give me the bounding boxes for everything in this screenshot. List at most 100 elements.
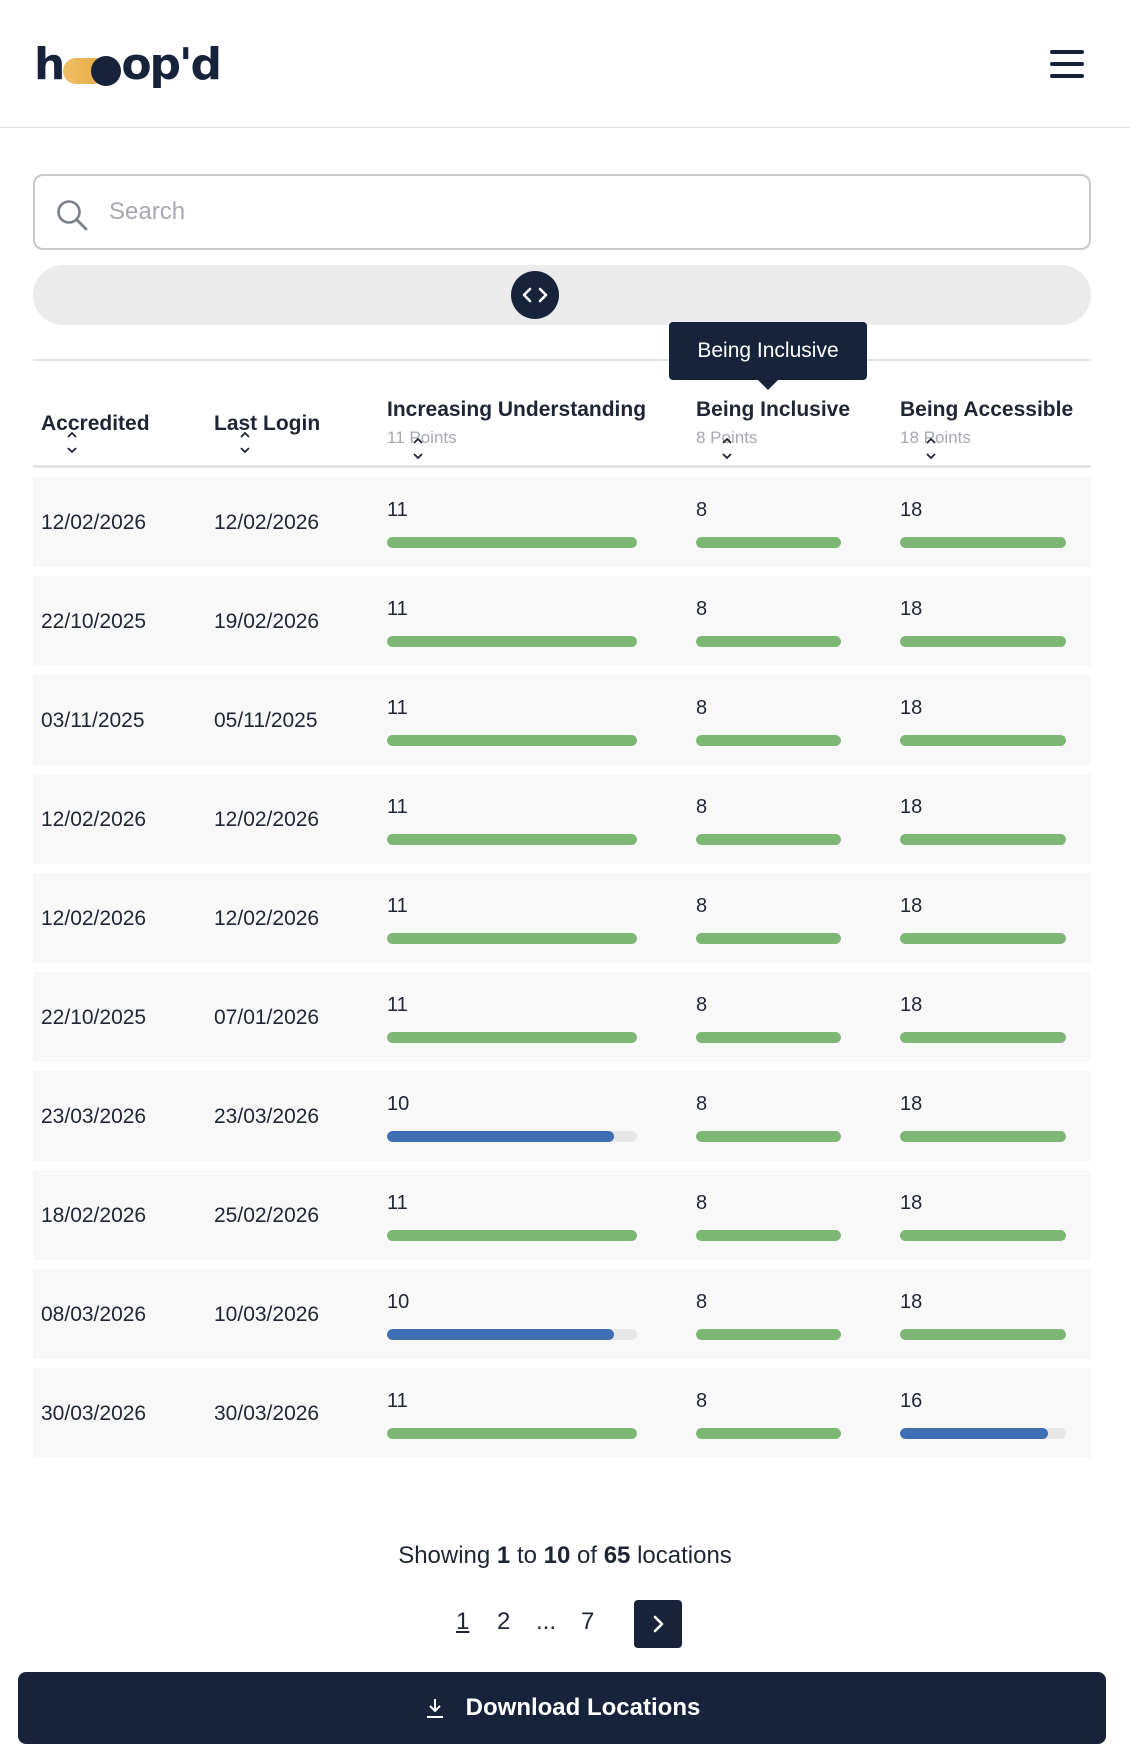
column-title: Accredited bbox=[41, 412, 150, 435]
score-progress-bar bbox=[900, 636, 1066, 647]
cell-last-login: 05/11/2025 bbox=[214, 709, 318, 732]
horizontal-scroll-track[interactable] bbox=[33, 265, 1091, 325]
cell-score-ba: 18 bbox=[900, 994, 923, 1016]
table-header: Accredited Last Login Increasing Underst… bbox=[33, 392, 1091, 468]
chevron-right-icon bbox=[653, 1615, 664, 1633]
column-title: Being Inclusive bbox=[696, 398, 851, 421]
score-progress-bar bbox=[696, 1230, 841, 1241]
cell-score-iu: 11 bbox=[387, 895, 408, 917]
download-label: Download Locations bbox=[465, 1694, 701, 1721]
pagination-summary: Showing 1 to 10 of 65 locations bbox=[0, 1542, 1130, 1570]
score-progress-fill bbox=[900, 1329, 1066, 1340]
code-arrows-icon[interactable] bbox=[511, 271, 559, 319]
score-progress-fill bbox=[387, 1230, 637, 1241]
table-row[interactable]: 12/02/2026 12/02/2026 11 8 18 bbox=[33, 873, 1091, 963]
sort-toggle-icon[interactable] bbox=[65, 432, 79, 454]
column-header-being-inclusive[interactable]: Being Inclusive 8 Points bbox=[696, 392, 856, 466]
cell-score-bi: 8 bbox=[696, 598, 708, 620]
score-progress-bar bbox=[900, 735, 1066, 746]
cell-last-login: 07/01/2026 bbox=[214, 1006, 320, 1029]
score-progress-fill bbox=[900, 933, 1066, 944]
cell-score-bi: 8 bbox=[696, 1093, 708, 1115]
table-row[interactable]: 30/03/2026 30/03/2026 11 8 16 bbox=[33, 1368, 1091, 1458]
table-row[interactable]: 23/03/2026 23/03/2026 10 8 18 bbox=[33, 1071, 1091, 1161]
table-row[interactable]: 03/11/2025 05/11/2025 11 8 18 bbox=[33, 675, 1091, 765]
cell-score-ba: 18 bbox=[900, 796, 923, 818]
score-progress-bar bbox=[387, 735, 637, 746]
cell-accredited: 18/02/2026 bbox=[41, 1204, 147, 1227]
page-link-7[interactable]: 7 bbox=[581, 1608, 595, 1635]
page-link-1[interactable]: 1 bbox=[456, 1608, 470, 1635]
score-progress-bar bbox=[696, 636, 841, 647]
score-progress-bar bbox=[387, 537, 637, 548]
column-header-last-login[interactable]: Last Login bbox=[214, 392, 374, 466]
table-row[interactable]: 22/10/2025 07/01/2026 11 8 18 bbox=[33, 972, 1091, 1062]
score-progress-fill bbox=[696, 1428, 841, 1439]
sort-toggle-icon[interactable] bbox=[411, 438, 425, 460]
column-header-increasing-understanding[interactable]: Increasing Understanding 11 Points bbox=[387, 392, 647, 466]
cell-score-bi: 8 bbox=[696, 994, 708, 1016]
cell-score-bi: 8 bbox=[696, 1291, 708, 1313]
score-progress-bar bbox=[696, 1329, 841, 1340]
score-progress-fill bbox=[900, 834, 1066, 845]
download-locations-button[interactable]: Download Locations bbox=[18, 1672, 1106, 1744]
cell-last-login: 23/03/2026 bbox=[214, 1105, 320, 1128]
score-progress-bar bbox=[900, 1230, 1066, 1241]
score-progress-bar bbox=[900, 1131, 1066, 1142]
column-header-accredited[interactable]: Accredited bbox=[41, 392, 201, 466]
cell-score-iu: 11 bbox=[387, 796, 408, 818]
score-progress-fill bbox=[387, 1428, 637, 1439]
showing-from: 1 bbox=[496, 1542, 511, 1569]
table-row[interactable]: 08/03/2026 10/03/2026 10 8 18 bbox=[33, 1269, 1091, 1359]
cell-score-ba: 18 bbox=[900, 598, 923, 620]
score-progress-fill bbox=[696, 1230, 841, 1241]
score-progress-bar bbox=[387, 1230, 637, 1241]
score-progress-fill bbox=[900, 1428, 1048, 1439]
search-input[interactable] bbox=[109, 186, 1069, 238]
table-row[interactable]: 12/02/2026 12/02/2026 11 8 18 bbox=[33, 477, 1091, 567]
cell-score-bi: 8 bbox=[696, 697, 708, 719]
table-row[interactable]: 12/02/2026 12/02/2026 11 8 18 bbox=[33, 774, 1091, 864]
table-row[interactable]: 22/10/2025 19/02/2026 11 8 18 bbox=[33, 576, 1091, 666]
cell-score-iu: 11 bbox=[387, 598, 408, 620]
hoopd-logo[interactable]: h op'd bbox=[34, 39, 222, 90]
sort-toggle-icon[interactable] bbox=[238, 432, 252, 454]
search-icon bbox=[57, 200, 88, 231]
cell-score-bi: 8 bbox=[696, 1192, 708, 1214]
cell-score-iu: 11 bbox=[387, 697, 408, 719]
score-progress-fill bbox=[696, 1032, 841, 1043]
score-progress-bar bbox=[696, 834, 841, 845]
search-box[interactable] bbox=[33, 174, 1091, 250]
showing-total: 65 bbox=[603, 1542, 631, 1569]
score-progress-bar bbox=[900, 933, 1066, 944]
cell-accredited: 30/03/2026 bbox=[41, 1402, 147, 1425]
column-header-being-accessible[interactable]: Being Accessible 18 Points bbox=[900, 392, 1090, 466]
cell-score-ba: 18 bbox=[900, 1192, 923, 1214]
table-row[interactable]: 18/02/2026 25/02/2026 11 8 18 bbox=[33, 1170, 1091, 1260]
page-link-2[interactable]: 2 bbox=[497, 1608, 511, 1635]
score-progress-fill bbox=[900, 1230, 1066, 1241]
cell-score-ba: 18 bbox=[900, 1093, 923, 1115]
next-page-button[interactable] bbox=[634, 1600, 682, 1648]
showing-to: 10 bbox=[543, 1542, 571, 1569]
score-progress-bar bbox=[387, 1131, 637, 1142]
score-progress-fill bbox=[387, 636, 637, 647]
logo-text-right: op'd bbox=[121, 39, 222, 90]
score-progress-fill bbox=[696, 1329, 841, 1340]
hamburger-menu-icon[interactable] bbox=[1046, 48, 1086, 80]
score-progress-bar bbox=[696, 1428, 841, 1439]
sort-toggle-icon[interactable] bbox=[924, 438, 938, 460]
score-progress-fill bbox=[900, 1032, 1066, 1043]
cell-score-iu: 11 bbox=[387, 1390, 408, 1412]
logo-dots-icon bbox=[61, 54, 123, 86]
score-progress-fill bbox=[387, 735, 637, 746]
column-points: 11 Points bbox=[387, 428, 457, 447]
sort-toggle-icon[interactable] bbox=[720, 438, 734, 460]
score-progress-fill bbox=[696, 537, 841, 548]
score-progress-fill bbox=[387, 1131, 615, 1142]
column-points: 8 Points bbox=[696, 428, 758, 447]
score-progress-bar bbox=[387, 933, 637, 944]
cell-score-iu: 10 bbox=[387, 1291, 410, 1313]
cell-last-login: 10/03/2026 bbox=[214, 1303, 320, 1326]
score-progress-fill bbox=[387, 834, 637, 845]
